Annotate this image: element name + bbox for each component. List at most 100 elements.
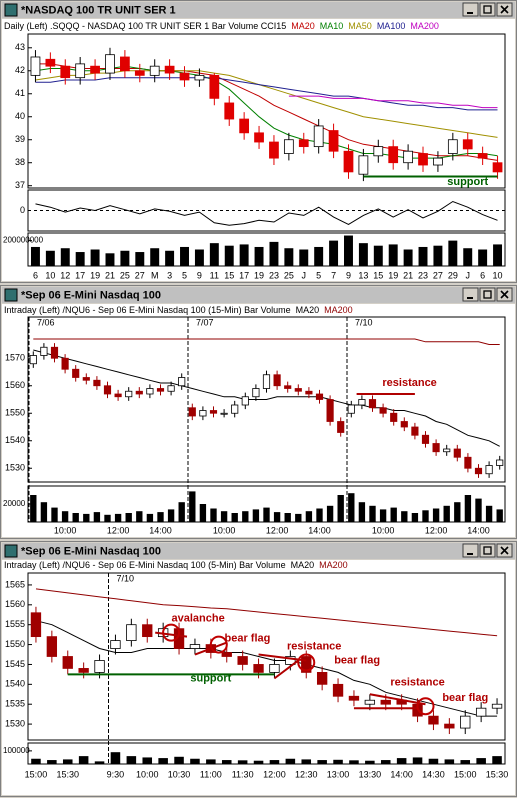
title-bar [2, 287, 515, 303]
trend-line [369, 693, 426, 706]
candle-body [316, 672, 328, 685]
volume-bar [401, 511, 408, 522]
legend-entry: MA10 [320, 21, 344, 31]
annotation: resistance [382, 377, 436, 389]
candle-body [485, 465, 493, 475]
volume-bar [463, 248, 473, 266]
minimize-button[interactable] [462, 287, 479, 302]
candle-body [167, 385, 175, 392]
legend-entry: MA20 [291, 21, 315, 31]
volume-bar [254, 246, 264, 266]
volume-bar [365, 760, 375, 764]
panel [27, 742, 506, 765]
candle-body [46, 636, 58, 657]
volume-bar [51, 507, 58, 522]
candle-body [364, 699, 376, 705]
x-tick-label: 15:00 [25, 769, 48, 779]
candle-body [496, 459, 504, 466]
window-icon [4, 3, 18, 17]
volume-bar [206, 759, 216, 764]
volume-bar [433, 245, 443, 266]
annotation: bear flag [334, 654, 380, 666]
maximize-button[interactable] [479, 543, 496, 558]
candle-body [337, 421, 345, 433]
volume-bar [396, 758, 407, 764]
y-tick-label: 39 [15, 134, 25, 144]
close-glyph [500, 290, 509, 299]
x-tick-label: 14:00 [308, 525, 331, 535]
volume-bar [464, 495, 472, 522]
volume-bar [269, 760, 280, 764]
volume-bar [299, 249, 309, 266]
maximize-button[interactable] [479, 287, 496, 302]
x-tick-label: 15 [373, 270, 383, 280]
candle-body [103, 385, 112, 395]
volume-bar [120, 250, 130, 266]
y-tick-label: 1550 [5, 408, 25, 418]
volume-bar [263, 507, 270, 522]
ma-line [35, 77, 498, 111]
volume-bar [373, 245, 383, 266]
candle-body [453, 448, 461, 458]
candle-body [492, 162, 503, 173]
legend-entry: MA200 [410, 21, 439, 31]
candle-body [45, 58, 56, 67]
ma-line [288, 95, 498, 109]
volume-bar [237, 760, 248, 764]
volume-bar [284, 248, 294, 266]
volume-bar [158, 758, 168, 764]
volume-bar [493, 244, 503, 266]
candle-body [241, 396, 249, 406]
volume-bar [444, 759, 455, 764]
candle-body [72, 368, 80, 378]
volume-bar [295, 513, 302, 522]
x-tick-label: 10:30 [168, 769, 191, 779]
volume-bar [30, 246, 40, 266]
candle-body [332, 683, 344, 697]
title-bar [2, 2, 515, 18]
candle-body [447, 139, 458, 154]
candle-body [294, 388, 302, 392]
volume-bar [94, 761, 105, 764]
x-tick-label: 10:00 [54, 525, 77, 535]
x-tick-label: 9:30 [107, 769, 125, 779]
volume-bar [317, 760, 327, 764]
volume-bar [411, 513, 419, 522]
volume-bar [199, 504, 207, 522]
volume-bar [333, 759, 343, 764]
y-tick-label: 37 [15, 180, 25, 190]
candle-body [298, 139, 309, 148]
volume-bar [273, 512, 281, 522]
volume-bar [210, 508, 217, 522]
volume-bar [305, 511, 313, 522]
x-tick-label: 15 [224, 270, 234, 280]
candle-body [221, 652, 232, 657]
candle-body [428, 715, 439, 725]
x-tick-label: 5 [182, 270, 187, 280]
candle-body [269, 141, 279, 159]
minimize-button[interactable] [462, 2, 479, 17]
candle-body [305, 390, 313, 395]
minimize-button[interactable] [462, 543, 479, 558]
volume-bar [31, 758, 41, 764]
x-tick-label: 11:00 [200, 769, 222, 779]
volume-bar [428, 758, 439, 764]
candle-body [421, 434, 430, 444]
candle-body [110, 640, 121, 649]
volume-bar [189, 491, 196, 522]
candle-body [262, 374, 271, 389]
highlight-circle [162, 623, 181, 642]
close-glyph [500, 5, 509, 14]
x-tick-label: 9 [197, 270, 202, 280]
volume-bar [167, 509, 175, 522]
x-tick-label: 13:30 [359, 769, 382, 779]
legend-entry: MA20 [291, 560, 315, 570]
volume-bar [379, 509, 387, 522]
candle-body [400, 421, 408, 428]
candle-body [462, 139, 473, 150]
x-tick-label: 21 [403, 270, 413, 280]
candle-body [149, 65, 160, 76]
x-tick-label: 14:00 [390, 769, 413, 779]
maximize-button[interactable] [479, 2, 496, 17]
